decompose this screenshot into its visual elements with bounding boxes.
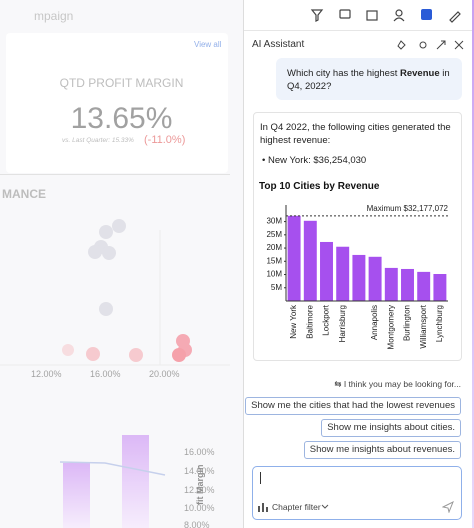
comment-icon[interactable] xyxy=(339,9,351,19)
answer-card xyxy=(253,112,462,361)
bar xyxy=(401,268,414,301)
send-button[interactable] xyxy=(442,501,454,513)
assistant-icon[interactable] xyxy=(421,9,432,20)
axis-title: fit Margin xyxy=(195,464,205,506)
x-tick-label: Harrisburg xyxy=(338,305,347,342)
settings-icon[interactable] xyxy=(419,41,427,49)
answer-bullet: • New York: $36,254,030 xyxy=(262,155,367,166)
y-label: 8.00% xyxy=(184,520,210,528)
toolbar xyxy=(310,9,461,23)
bar xyxy=(384,267,398,301)
bar xyxy=(320,241,333,301)
y-tick-label: 5M xyxy=(271,283,282,292)
question-text: in Q4, 2022? xyxy=(287,68,450,92)
cursor xyxy=(260,472,261,484)
filter-icon xyxy=(258,503,268,512)
assistant-actions xyxy=(397,40,464,50)
y-tick-label: 25M xyxy=(266,230,282,239)
x-tick-label: New York xyxy=(289,304,298,339)
bar xyxy=(303,220,317,301)
suggestion-hint: ⇆ I think you may be looking for... xyxy=(334,379,461,389)
y-label: 14.00% xyxy=(184,466,215,476)
y-tick-label: 15M xyxy=(266,256,282,265)
answer-bullet-text: New York: $36,254,030 xyxy=(267,155,367,166)
x-tick-label: Lockport xyxy=(322,304,331,335)
y-label: 10.00% xyxy=(184,503,215,513)
y-tick-label: 20M xyxy=(266,243,282,252)
dashboard-charts xyxy=(0,219,230,528)
bar xyxy=(368,256,382,301)
bar xyxy=(417,271,431,301)
x-label: 12.00% xyxy=(31,369,62,379)
kpi-comparison: vs. Last Quarter: 15.33% xyxy=(62,137,134,144)
filter-icon[interactable] xyxy=(310,9,324,22)
x-label: 20.00% xyxy=(149,369,180,379)
chevron xyxy=(321,504,329,509)
user-message: Which city has the highest Revenue in Q4… xyxy=(276,58,462,100)
y-tick-label: 30M xyxy=(266,217,282,226)
user-icon[interactable] xyxy=(395,9,403,17)
view-all-link[interactable]: View all xyxy=(194,40,222,49)
x-tick-label: Burlington xyxy=(403,305,412,341)
answer-intro: In Q4 2022, the following cities generat… xyxy=(260,122,451,146)
divider xyxy=(244,30,472,31)
frame xyxy=(472,0,474,528)
y-tick-label: 10M xyxy=(266,270,282,279)
share-icon[interactable] xyxy=(366,10,378,21)
x-tick-label: Lynchburg xyxy=(435,305,444,342)
assistant-title: AI Assistant xyxy=(252,39,305,50)
x-tick-label: Baltimore xyxy=(305,304,314,338)
section-title: MANCE xyxy=(2,187,46,201)
bar xyxy=(433,274,447,301)
bar xyxy=(352,254,366,301)
suggestion-button[interactable]: Show me insights about cities. xyxy=(321,419,461,437)
bar xyxy=(63,463,90,528)
x-tick-label: Williamsport xyxy=(419,304,428,348)
kpi-change: (-11.0%) xyxy=(144,134,186,146)
chart-title: Top 10 Cities by Revenue xyxy=(259,181,380,192)
clear-icon[interactable] xyxy=(397,40,406,50)
question-text: Which city has the highest xyxy=(287,68,400,79)
divider xyxy=(0,174,230,175)
x-label: 16.00% xyxy=(90,369,121,379)
revenue-chart: 5M 10M 15M 20M 25M 30M New York Baltimore Lockpo… xyxy=(266,204,449,350)
edit-icon[interactable] xyxy=(449,11,461,23)
bar xyxy=(336,246,350,301)
max-label: Maximum $32,177,072 xyxy=(367,204,449,213)
suggestion-button[interactable]: Show me the cities that had the lowest r… xyxy=(245,397,461,415)
panel-divider xyxy=(243,0,244,528)
kpi-title: QTD PROFIT MARGIN xyxy=(59,76,184,90)
suggestion-button[interactable]: Show me insights about revenues. xyxy=(303,441,461,459)
scatter-points xyxy=(88,219,126,316)
y-label: 16.00% xyxy=(184,447,215,457)
x-tick-label: Montgomery xyxy=(386,305,395,349)
close-icon[interactable] xyxy=(454,40,464,50)
question-bold: Revenue xyxy=(400,68,440,79)
scatter-points-red xyxy=(62,334,192,362)
line xyxy=(59,461,166,476)
bar xyxy=(287,215,301,301)
dashboard-panel: mpaign View all QTD PROFIT MARGIN 13.65%… xyxy=(0,9,230,528)
kpi-card xyxy=(6,33,228,173)
x-tick-label: Annapolis xyxy=(370,305,379,340)
chapter-filter[interactable]: Chapter filter xyxy=(272,502,321,512)
bar xyxy=(122,435,149,528)
expand-icon[interactable] xyxy=(436,40,446,50)
chat-input[interactable] xyxy=(252,466,462,520)
y-label: 12.00% xyxy=(184,485,215,495)
hint-text: I think you may be looking for... xyxy=(343,379,461,389)
kpi-value: 13.65% xyxy=(70,102,173,135)
dashboard-title: mpaign xyxy=(34,9,74,23)
